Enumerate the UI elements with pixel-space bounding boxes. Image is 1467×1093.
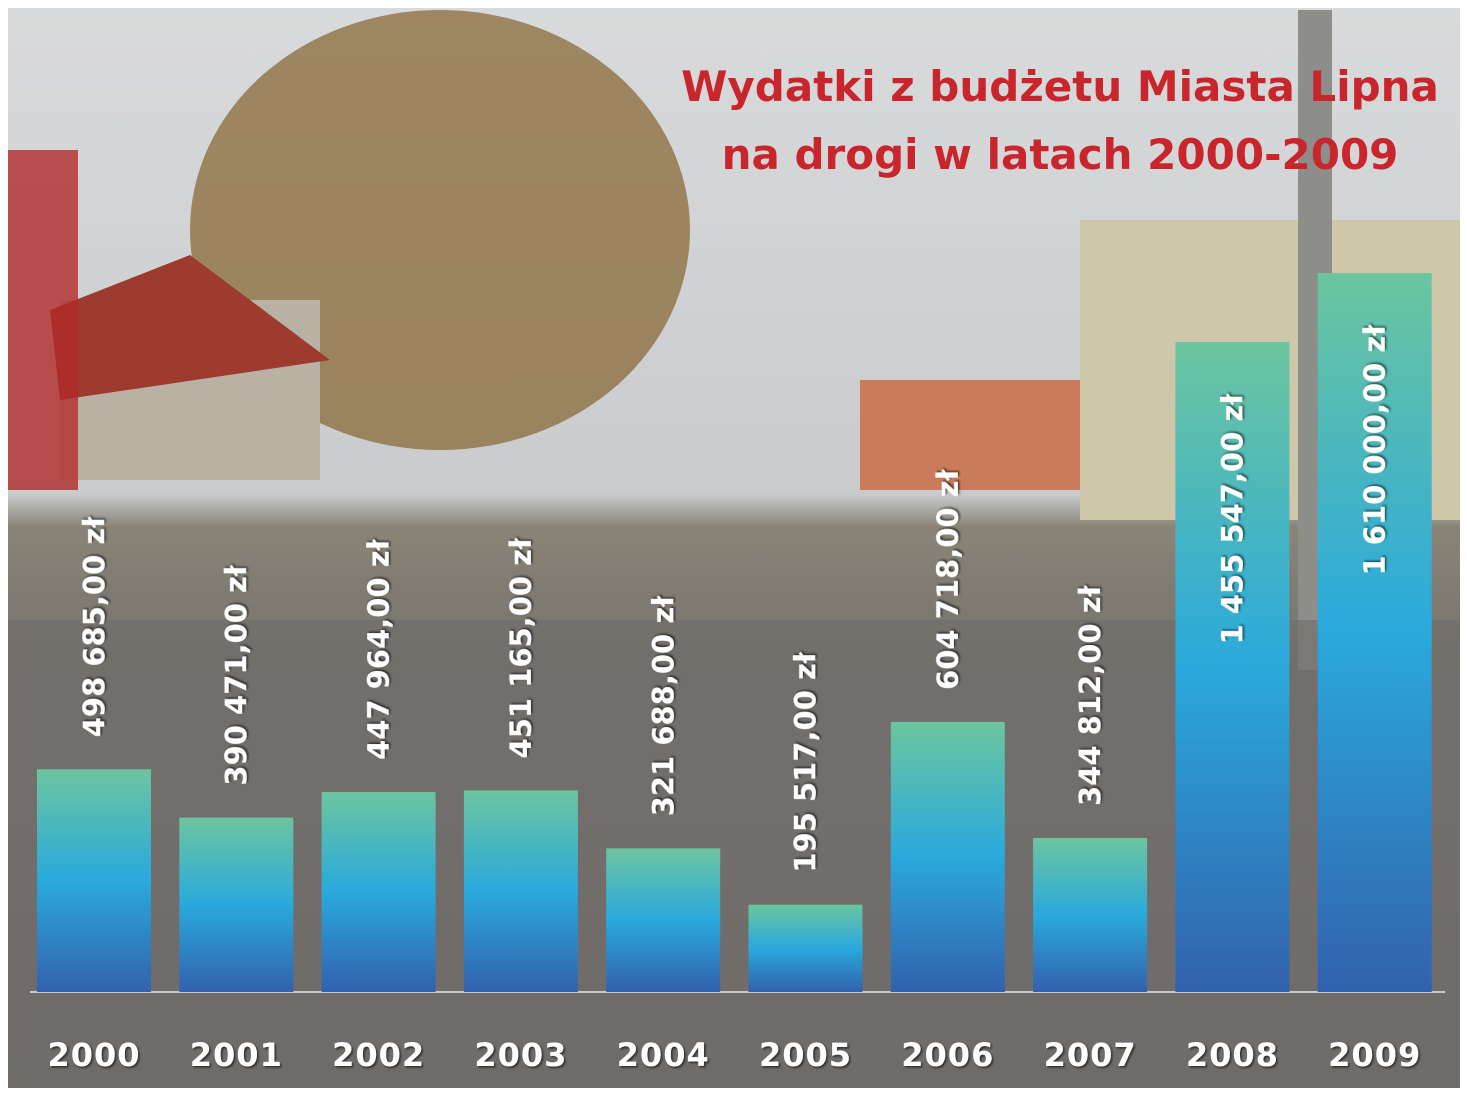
bar — [37, 769, 151, 992]
bar — [464, 791, 578, 992]
value-label: 195 517,00 zł — [789, 651, 823, 873]
chart-title: Wydatki z budżetu Miasta Lipna — [681, 62, 1439, 111]
bar — [891, 722, 1005, 992]
x-tick-label: 2001 — [190, 1036, 283, 1074]
x-tick-label: 2007 — [1044, 1036, 1137, 1074]
x-tick-label: 2009 — [1328, 1036, 1421, 1074]
x-tick-label: 2008 — [1186, 1036, 1279, 1074]
house-left — [8, 150, 78, 490]
value-label: 390 471,00 zł — [219, 564, 253, 786]
chart-title: na drogi w latach 2000-2009 — [722, 130, 1399, 179]
value-label: 1 455 547,00 zł — [1215, 393, 1249, 645]
x-tick-label: 2005 — [759, 1036, 852, 1074]
house-orange — [860, 380, 1090, 490]
value-label: 604 718,00 zł — [931, 468, 965, 690]
value-label: 1 610 000,00 zł — [1358, 324, 1392, 576]
value-label: 321 688,00 zł — [646, 595, 680, 817]
bar — [606, 848, 720, 992]
bar — [179, 818, 293, 992]
x-tick-label: 2004 — [617, 1036, 710, 1074]
chart: Wydatki z budżetu Miasta Lipna na drogi … — [0, 0, 1467, 1093]
x-tick-label: 2006 — [901, 1036, 994, 1074]
value-label: 447 964,00 zł — [362, 538, 396, 760]
x-tick-label: 2003 — [474, 1036, 567, 1074]
value-label: 344 812,00 zł — [1073, 584, 1107, 806]
value-label: 451 165,00 zł — [504, 537, 538, 759]
bar — [322, 792, 436, 992]
bar — [1033, 838, 1147, 992]
value-label: 498 685,00 zł — [77, 516, 111, 738]
x-tick-label: 2000 — [47, 1036, 140, 1074]
x-tick-label: 2002 — [332, 1036, 425, 1074]
bar — [749, 905, 863, 992]
page: Wydatki z budżetu Miasta Lipna na drogi … — [0, 0, 1467, 1093]
